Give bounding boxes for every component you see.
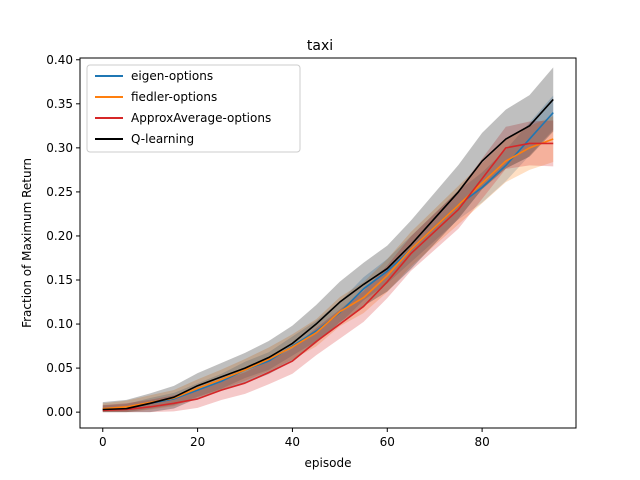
legend-label: ApproxAverage-options — [131, 111, 271, 125]
y-tick-label: 0.20 — [46, 229, 73, 243]
legend-label: eigen-options — [131, 69, 213, 83]
legend: eigen-options fiedler-options ApproxAverag… — [86, 64, 301, 153]
x-axis-ticks: 0 20 40 60 80 — [99, 428, 490, 449]
y-tick-label: 0.05 — [46, 361, 73, 375]
x-tick-label: 60 — [380, 435, 395, 449]
y-tick-label: 0.10 — [46, 317, 73, 331]
y-tick-label: 0.15 — [46, 273, 73, 287]
y-axis-label: Fraction of Maximum Return — [20, 158, 34, 328]
y-tick-label: 0.40 — [46, 53, 73, 67]
series-lines — [102, 98, 554, 412]
x-axis-label: episode — [305, 456, 352, 470]
plot-frame — [79, 57, 577, 429]
chart-title: taxi — [307, 38, 333, 54]
y-tick-label: 0.00 — [46, 405, 73, 419]
band-approxaverage-options — [102, 120, 554, 413]
legend-frame — [86, 64, 301, 153]
series-line-approxaverage-options — [102, 142, 554, 412]
series-line-q-learning — [102, 98, 554, 411]
x-tick-label: 40 — [285, 435, 300, 449]
legend-label: Q-learning — [131, 132, 194, 146]
y-axis-ticks: 0.00 0.05 0.10 0.15 0.20 0.25 0.30 0.35 0.40 — [46, 53, 80, 419]
confidence-bands — [102, 67, 554, 413]
x-tick-label: 20 — [190, 435, 205, 449]
y-tick-label: 0.30 — [46, 141, 73, 155]
y-tick-label: 0.35 — [46, 97, 73, 111]
x-tick-label: 80 — [474, 435, 489, 449]
band-fiedler-options — [102, 116, 554, 413]
series-line-fiedler-options — [102, 138, 554, 410]
x-tick-label: 0 — [99, 435, 107, 449]
y-tick-label: 0.25 — [46, 185, 73, 199]
legend-label: fiedler-options — [131, 90, 217, 104]
